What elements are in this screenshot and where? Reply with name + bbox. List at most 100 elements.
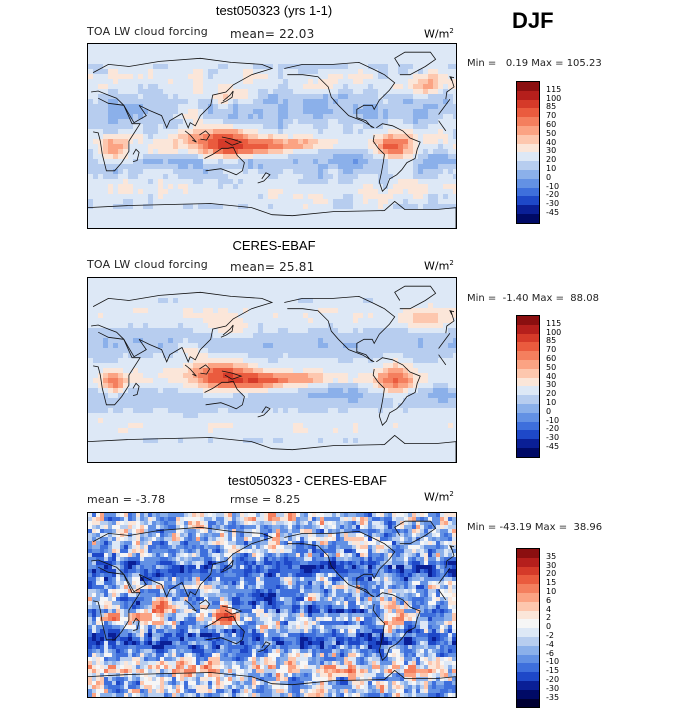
colorbar-2-cell xyxy=(517,448,539,457)
panel-2-minmax: Min = -1.40 Max = 88.08 xyxy=(467,293,599,304)
colorbar-1-cell xyxy=(517,214,539,223)
colorbar-2-tick-label: -45 xyxy=(546,443,559,451)
colorbar-2-tick-label: 60 xyxy=(546,355,556,363)
panel-2-units: W/m2 xyxy=(424,259,454,273)
colorbar-3-tick-label: -35 xyxy=(546,694,559,702)
colorbar-2-cell xyxy=(517,316,539,325)
colorbar-1-cell xyxy=(517,188,539,197)
colorbar-2-tick-label: -20 xyxy=(546,425,559,433)
colorbar-2-tick-label: -30 xyxy=(546,434,559,442)
colorbar-2-cell xyxy=(517,351,539,360)
colorbar-3-cell xyxy=(517,619,539,628)
colorbar-3-tick-label: 10 xyxy=(546,588,556,596)
panel-3-title: test050323 - CERES-EBAF xyxy=(86,473,528,488)
colorbar-1-tick-label: 70 xyxy=(546,112,556,120)
season-label: DJF xyxy=(512,8,554,34)
panel-2-map-svg xyxy=(88,278,456,462)
colorbar-3-cell xyxy=(517,646,539,655)
colorbar-2-cell xyxy=(517,439,539,448)
colorbar-1-tick-label: 85 xyxy=(546,103,556,111)
panel-3-field xyxy=(88,513,456,697)
colorbar-1-cell xyxy=(517,170,539,179)
colorbar-3-cell xyxy=(517,602,539,611)
colorbar-1-cell xyxy=(517,126,539,135)
colorbar-3-tick-label: -6 xyxy=(546,650,554,658)
colorbar-2-tick-label: 50 xyxy=(546,364,556,372)
colorbar-1-cell xyxy=(517,144,539,153)
colorbar-3-cell xyxy=(517,681,539,690)
colorbar-2-strip xyxy=(516,315,540,458)
colorbar-1-tick-label: 30 xyxy=(546,147,556,155)
colorbar-2-cell xyxy=(517,369,539,378)
panel-1-minmax: Min = 0.19 Max = 105.23 xyxy=(467,58,602,69)
colorbar-2-cell xyxy=(517,413,539,422)
panel-3-units: W/m2 xyxy=(424,490,454,504)
colorbar-1-cell xyxy=(517,205,539,214)
colorbar-2-cell xyxy=(517,395,539,404)
panel-1-field xyxy=(88,44,456,228)
colorbar-2-tick-label: 70 xyxy=(546,346,556,354)
colorbar-3-tick-label: 20 xyxy=(546,570,556,578)
colorbar-1-tick-label: 60 xyxy=(546,121,556,129)
colorbar-1-cell xyxy=(517,152,539,161)
colorbar-3-tick-label: 4 xyxy=(546,606,551,614)
colorbar-2-cell xyxy=(517,360,539,369)
colorbar-1-cell xyxy=(517,196,539,205)
colorbar-3-strip xyxy=(516,548,540,708)
colorbar-3-tick-label: -2 xyxy=(546,632,554,640)
panel-3-minmax: Min = -43.19 Max = 38.96 xyxy=(467,522,602,533)
panel-1-units: W/m2 xyxy=(424,27,454,41)
colorbar-3-cell xyxy=(517,575,539,584)
colorbar-3-cell xyxy=(517,593,539,602)
colorbar-2-cell xyxy=(517,325,539,334)
colorbar-3-cell xyxy=(517,655,539,664)
colorbar-2-cell xyxy=(517,422,539,431)
colorbar-2-tick-label: 40 xyxy=(546,373,556,381)
colorbar-3-cell xyxy=(517,690,539,699)
colorbar-1-tick-label: 50 xyxy=(546,130,556,138)
panel-3-map-svg xyxy=(88,513,456,697)
colorbar-2-cell xyxy=(517,430,539,439)
colorbar-1-cell xyxy=(517,117,539,126)
colorbar-1-tick-label: 0 xyxy=(546,174,551,182)
colorbar-2-tick-label: 30 xyxy=(546,381,556,389)
colorbar-1-tick-label: -45 xyxy=(546,209,559,217)
colorbar-1-tick-label: 100 xyxy=(546,95,561,103)
panel-2-field xyxy=(88,278,456,462)
colorbar-2-cell xyxy=(517,404,539,413)
colorbar-3-tick-label: -30 xyxy=(546,685,559,693)
colorbar-2-cell xyxy=(517,334,539,343)
panel-1-subtitle: TOA LW cloud forcing xyxy=(87,25,208,38)
colorbar-3-tick-label: 30 xyxy=(546,562,556,570)
colorbar-1-cell xyxy=(517,161,539,170)
colorbar-2-tick-label: 100 xyxy=(546,329,561,337)
colorbar-3-cell xyxy=(517,637,539,646)
colorbar-3-cell xyxy=(517,558,539,567)
colorbar-1-tick-label: 115 xyxy=(546,86,561,94)
colorbar-2-cell xyxy=(517,386,539,395)
colorbar-1-tick-label: -10 xyxy=(546,183,559,191)
panel-2-map xyxy=(87,277,457,463)
panel-2-mean: mean= 25.81 xyxy=(230,260,314,274)
panel-3-mean: mean = -3.78 xyxy=(87,493,165,506)
colorbar-1-cell xyxy=(517,91,539,100)
colorbar-1-cell xyxy=(517,179,539,188)
colorbar-3-tick-label: 2 xyxy=(546,614,551,622)
colorbar-3-tick-label: 6 xyxy=(546,597,551,605)
panel-2-subtitle: TOA LW cloud forcing xyxy=(87,258,208,271)
colorbar-1-tick-label: 20 xyxy=(546,156,556,164)
colorbar-3-cell xyxy=(517,549,539,558)
panel-1-mean: mean= 22.03 xyxy=(230,27,314,41)
colorbar-3-tick-label: -4 xyxy=(546,641,554,649)
colorbar-3-tick-label: -20 xyxy=(546,676,559,684)
colorbar-1-strip xyxy=(516,81,540,224)
colorbar-1-cell xyxy=(517,135,539,144)
colorbar-2-tick-label: 85 xyxy=(546,337,556,345)
colorbar-2-cell xyxy=(517,378,539,387)
panel-2-title: CERES-EBAF xyxy=(84,238,464,253)
colorbar-3-cell xyxy=(517,628,539,637)
colorbar-2-tick-label: -10 xyxy=(546,417,559,425)
colorbar-3-cell xyxy=(517,584,539,593)
colorbar-2-tick-label: 115 xyxy=(546,320,561,328)
colorbar-3-tick-label: 15 xyxy=(546,579,556,587)
